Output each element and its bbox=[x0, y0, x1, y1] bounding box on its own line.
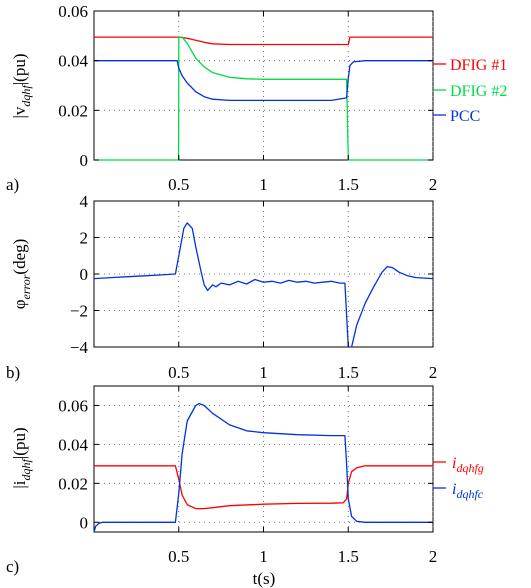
panel-c-lines bbox=[93, 402, 433, 533]
panel-a-y-axis-label: |vdqhf|(pu) bbox=[10, 54, 33, 119]
legend-label-dfig1: DFIG #1 bbox=[450, 57, 507, 74]
x-tick-label: 1.5 bbox=[338, 547, 359, 566]
x-tick-label: 2 bbox=[429, 363, 438, 382]
x-tick-label: 1 bbox=[259, 547, 268, 566]
panel-c-frame bbox=[93, 385, 434, 533]
panel-b: −4 −2 0 2 4 0.5 1 1.5 2 φerror(deg) b) bbox=[6, 192, 437, 382]
x-tick-label: 0.5 bbox=[168, 175, 189, 194]
panel-a-legend: DFIG #1 DFIG #2 PCC bbox=[433, 57, 507, 125]
panel-a-x-ticks: 0.5 1 1.5 2 bbox=[168, 11, 437, 194]
x-tick-label: 2 bbox=[429, 547, 438, 566]
panel-c-legend: idqhfg idqhfc bbox=[433, 455, 484, 501]
y-tick-label: 0 bbox=[80, 513, 89, 532]
legend-label-pcc: PCC bbox=[450, 108, 480, 125]
panel-c-y-ticks: 0 0.02 0.04 0.06 bbox=[58, 396, 433, 532]
panel-c-y-axis-label: |idqhf|(pu) bbox=[10, 427, 33, 488]
y-tick-label: 0.04 bbox=[58, 435, 88, 454]
x-tick-label: 1 bbox=[259, 363, 268, 382]
series-line-idqhfg bbox=[94, 465, 433, 510]
series-line-pcc bbox=[94, 60, 433, 102]
panel-c-label: c) bbox=[6, 557, 19, 576]
x-tick-label: 1 bbox=[259, 175, 268, 194]
panel-a-y-ticks: 0 0.02 0.04 0.06 bbox=[58, 2, 433, 170]
y-tick-label: 2 bbox=[80, 229, 89, 248]
panel-b-x-ticks: 0.5 1 1.5 2 bbox=[168, 201, 437, 382]
x-axis-label: t(s) bbox=[253, 569, 276, 588]
panel-b-y-axis-label: φerror(deg) bbox=[10, 239, 33, 310]
y-tick-label: 0 bbox=[80, 265, 89, 284]
panel-b-grid bbox=[94, 201, 434, 347]
series-line-dfig-2 bbox=[94, 36, 433, 161]
series-line-dfig-1 bbox=[94, 36, 433, 46]
y-tick-label: 0.06 bbox=[58, 396, 88, 415]
x-tick-label: 1.5 bbox=[338, 175, 359, 194]
x-tick-label: 0.5 bbox=[168, 547, 189, 566]
panel-b-y-ticks: −4 −2 0 2 4 bbox=[70, 192, 433, 357]
y-tick-label: −4 bbox=[70, 338, 89, 357]
y-tick-label: 0.02 bbox=[58, 101, 88, 120]
legend-label-idqhfg: idqhfg bbox=[452, 455, 484, 475]
panel-b-label: b) bbox=[6, 363, 20, 382]
legend-label-dfig2: DFIG #2 bbox=[450, 83, 507, 100]
panel-a-label: a) bbox=[6, 175, 19, 194]
panel-a-frame bbox=[93, 10, 434, 161]
x-tick-label: 1.5 bbox=[338, 363, 359, 382]
panel-c: 0 0.02 0.04 0.06 0.5 1 1.5 2 |idqhf|(pu) c) id… bbox=[6, 385, 484, 576]
legend-label-idqhfc: idqhfc bbox=[452, 481, 484, 501]
x-tick-label: 2 bbox=[429, 175, 438, 194]
panel-b-lines bbox=[93, 222, 434, 348]
series-line-phi-error bbox=[93, 222, 434, 348]
panel-a: 0 0.02 0.04 0.06 0.5 1 1.5 2 |vdqhf|(pu) a) DF… bbox=[6, 2, 507, 194]
series-line-idqhfc bbox=[93, 402, 433, 533]
y-tick-label: 0 bbox=[80, 151, 89, 170]
panel-a-lines bbox=[94, 36, 433, 161]
y-tick-label: 4 bbox=[80, 192, 89, 211]
panel-c-grid bbox=[94, 386, 434, 532]
x-tick-label: 0.5 bbox=[168, 363, 189, 382]
y-tick-label: 0.04 bbox=[58, 52, 88, 71]
panel-a-grid bbox=[94, 11, 434, 160]
y-tick-label: 0.06 bbox=[58, 2, 88, 21]
y-tick-label: 0.02 bbox=[58, 474, 88, 493]
y-tick-label: −2 bbox=[70, 302, 88, 321]
panel-c-x-ticks: 0.5 1 1.5 2 bbox=[168, 386, 437, 566]
